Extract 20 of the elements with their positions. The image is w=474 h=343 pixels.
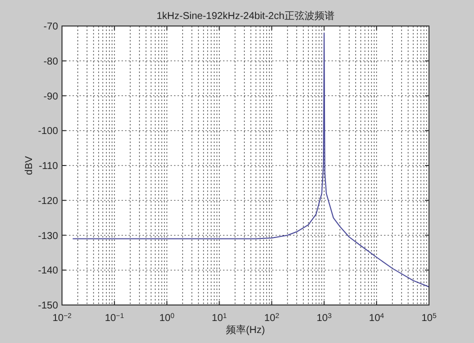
x-tick-label: 10$^{5}$	[421, 312, 437, 324]
y-tick-label: -110	[38, 161, 58, 172]
x-tick-label: 10$^{2}$	[264, 312, 280, 324]
y-tick-label: -80	[44, 56, 58, 68]
x-tick-label: 10$^{0}$	[159, 312, 174, 324]
y-tick-label: -90	[44, 91, 58, 102]
y-tick-label: -120	[38, 196, 58, 207]
x-axis-title: 频率(Hz)	[226, 324, 265, 336]
x-tick-label: 10$^{3}$	[316, 312, 332, 324]
y-tick-label: -140	[38, 266, 58, 277]
x-tick-label: 10$^{−2}$	[52, 312, 72, 324]
chart-title: 1kHz-Sine-192kHz-24bit-2ch正弦波频谱	[156, 10, 334, 22]
x-tick-label: 10$^{4}$	[369, 312, 384, 324]
y-tick-label: -70	[44, 22, 58, 32]
y-tick-label: -150	[38, 300, 58, 312]
y-tick-label: -130	[38, 230, 58, 242]
y-tick-label: -100	[38, 126, 58, 138]
x-tick-label: 10$^{−1}$	[104, 312, 124, 324]
y-axis-title: dBV	[24, 156, 35, 175]
x-tick-label: 10$^{1}$	[212, 312, 227, 324]
